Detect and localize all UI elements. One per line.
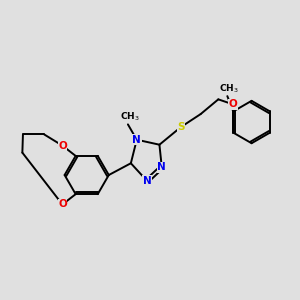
Text: CH$_3$: CH$_3$: [119, 110, 139, 123]
Text: N: N: [158, 162, 166, 172]
Text: O: O: [229, 99, 237, 110]
Text: O: O: [58, 141, 67, 151]
Text: N: N: [132, 135, 141, 145]
Text: N: N: [143, 176, 152, 186]
Text: S: S: [177, 122, 185, 132]
Text: CH$_3$: CH$_3$: [219, 82, 239, 94]
Text: O: O: [58, 200, 67, 209]
